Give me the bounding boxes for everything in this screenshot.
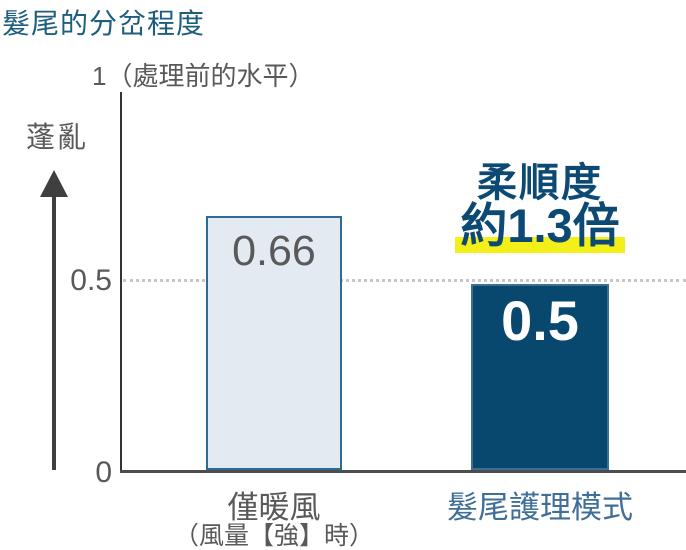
- reference-level-label: 1（處理前的水平）: [92, 61, 315, 91]
- category-label-warm-air: 僅暖風: [227, 490, 321, 525]
- category-note-warm-air: （風量【強】時）: [173, 522, 374, 550]
- category-label-care-mode: 髮尾護理模式: [447, 490, 633, 525]
- up-arrow-icon: [40, 170, 68, 197]
- chart-title: 髮尾的分岔程度: [2, 8, 206, 39]
- annotation-smoothness-label: 柔順度: [477, 161, 603, 205]
- gridline-0-5: [123, 279, 686, 282]
- bar-hair-tip-care-mode: 0.5: [471, 284, 609, 470]
- y-axis-caption-frizz: 蓬亂: [26, 122, 89, 154]
- y-axis-line: [120, 92, 122, 471]
- bar-warm-air-only: 0.66: [206, 216, 342, 470]
- annotation-ratio: 約1.3倍: [430, 198, 650, 254]
- y-tick-0-5: 0.5: [70, 264, 112, 297]
- y-tick-0: 0: [95, 456, 112, 489]
- bar-care-mode-value: 0.5: [501, 289, 579, 352]
- bar-warm-air-value: 0.66: [232, 227, 316, 275]
- x-axis-line: [120, 470, 686, 473]
- annotation-ratio-highlight: 約1.3倍: [455, 198, 625, 254]
- up-arrow-shaft: [52, 194, 56, 470]
